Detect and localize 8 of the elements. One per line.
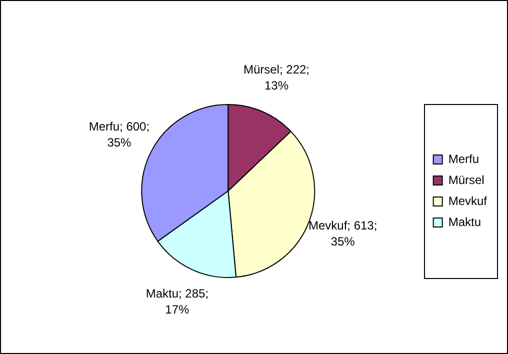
legend-label: Mevkuf	[448, 194, 488, 208]
data-label: Merfu; 600; 35%	[88, 119, 150, 150]
legend-label: Mürsel	[448, 172, 484, 187]
data-label: Mürsel; 222; 13%	[243, 62, 310, 93]
legend-label: Maktu	[448, 214, 482, 229]
data-label: Maktu; 285; 17%	[146, 286, 209, 317]
data-label: Mevkuf; 613; 35%	[308, 218, 378, 248]
legend-label: Merfu	[448, 152, 480, 166]
